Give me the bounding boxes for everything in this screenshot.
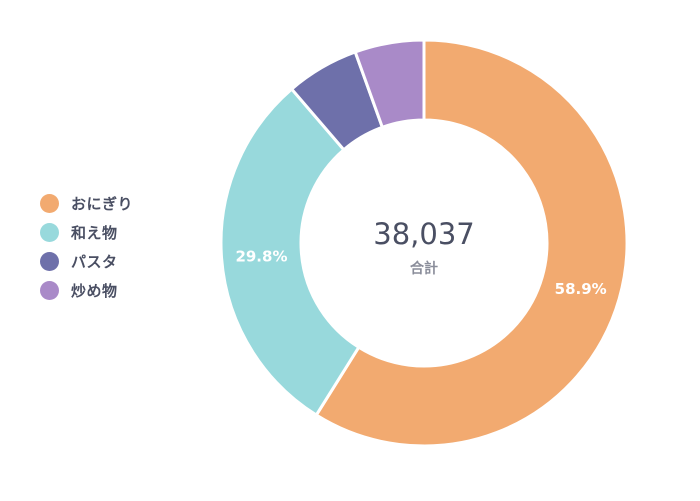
chart-legend: おにぎり 和え物 パスタ 炒め物 bbox=[40, 192, 133, 301]
legend-swatch-aemono bbox=[40, 222, 59, 242]
legend-swatch-itamemono bbox=[40, 280, 59, 300]
donut-slice-onigiri[interactable] bbox=[314, 38, 629, 448]
legend-label-aemono: 和え物 bbox=[71, 223, 118, 242]
legend-item-itamemono[interactable]: 炒め物 bbox=[40, 279, 133, 301]
legend-label-onigiri: おにぎり bbox=[71, 194, 134, 213]
donut-slices bbox=[219, 38, 629, 448]
data-label-onigiri: 58.9% bbox=[555, 280, 607, 298]
donut-slice-aemono[interactable] bbox=[219, 86, 361, 418]
legend-item-onigiri[interactable]: おにぎり bbox=[40, 192, 133, 214]
legend-item-pasta[interactable]: パスタ bbox=[40, 250, 133, 272]
center-total-label: 合計 bbox=[410, 260, 438, 277]
legend-item-aemono[interactable]: 和え物 bbox=[40, 221, 133, 243]
data-label-aemono: 29.8% bbox=[235, 247, 287, 265]
donut-data-labels: 58.9% 29.8% bbox=[235, 247, 606, 298]
legend-label-pasta: パスタ bbox=[71, 252, 118, 271]
donut-slice-itamemono[interactable] bbox=[353, 38, 426, 130]
legend-label-itamemono: 炒め物 bbox=[71, 281, 118, 300]
legend-swatch-onigiri bbox=[40, 193, 59, 213]
legend-swatch-pasta bbox=[40, 251, 59, 271]
center-total-value: 38,037 bbox=[373, 217, 474, 251]
